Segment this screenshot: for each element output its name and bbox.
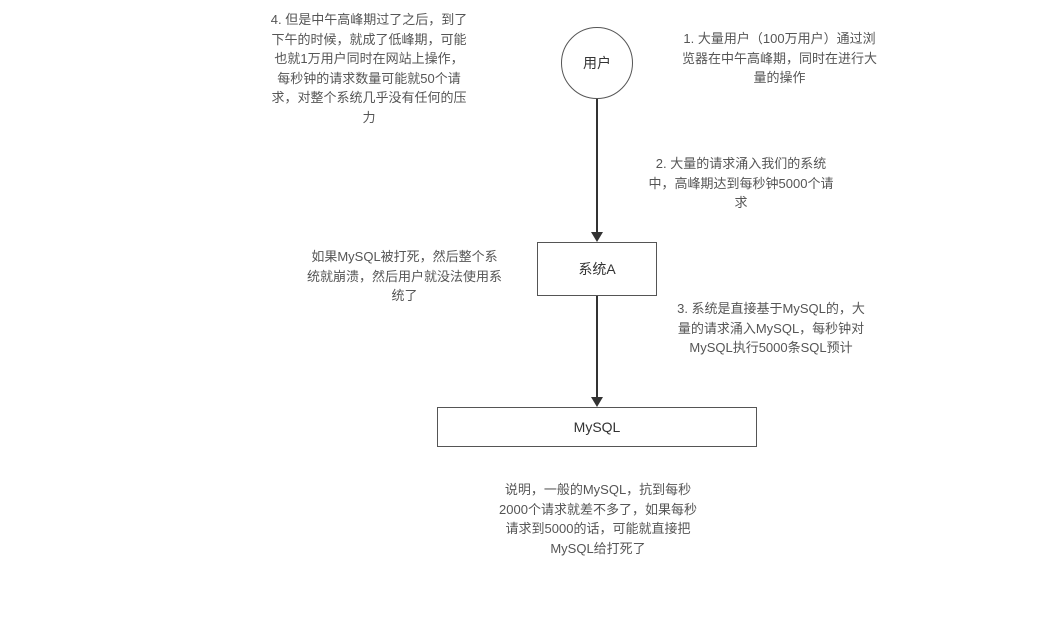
flowchart-diagram: 用户 系统A MySQL 1. 大量用户（100万用户）通过浏览器在中午高峰期，… <box>0 0 1058 628</box>
node-user-label: 用户 <box>583 53 611 73</box>
annotation-3: 3. 系统是直接基于MySQL的，大量的请求涌入MySQL，每秒钟对MySQL执… <box>677 299 865 358</box>
edge-systemA-to-mysql <box>596 296 598 397</box>
annotation-4: 4. 但是中午高峰期过了之后，到了下午的时候，就成了低峰期，可能也就1万用户同时… <box>269 10 469 127</box>
node-systemA: 系统A <box>537 242 657 296</box>
edge-user-to-systemA <box>596 99 598 232</box>
node-mysql-label: MySQL <box>574 419 621 435</box>
annotation-6: 说明，一般的MySQL，抗到每秒2000个请求就差不多了，如果每秒请求到5000… <box>499 480 697 558</box>
edge-user-to-systemA-arrowhead <box>591 232 603 242</box>
annotation-2: 2. 大量的请求涌入我们的系统中，高峰期达到每秒钟5000个请求 <box>646 154 836 213</box>
node-user: 用户 <box>561 27 633 99</box>
annotation-5: 如果MySQL被打死，然后整个系统就崩溃，然后用户就没法使用系统了 <box>307 247 502 306</box>
node-mysql: MySQL <box>437 407 757 447</box>
node-systemA-label: 系统A <box>578 259 615 279</box>
annotation-1: 1. 大量用户（100万用户）通过浏览器在中午高峰期，同时在进行大量的操作 <box>677 29 882 88</box>
edge-systemA-to-mysql-arrowhead <box>591 397 603 407</box>
